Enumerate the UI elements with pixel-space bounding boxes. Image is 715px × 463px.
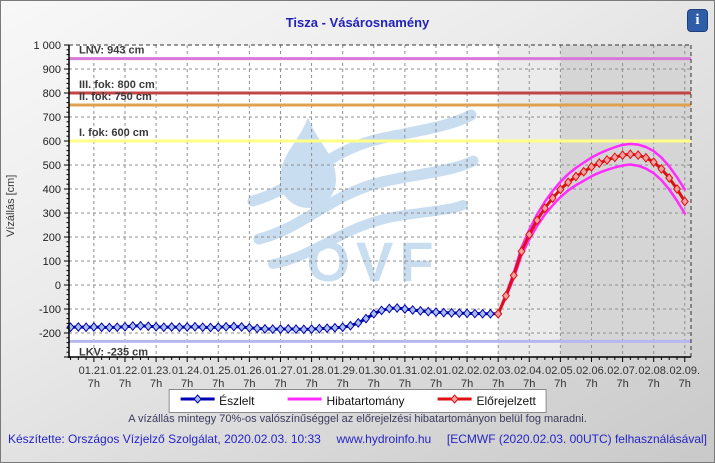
svg-text:7h: 7h [648, 378, 660, 390]
svg-text:7h: 7h [679, 378, 691, 390]
ref-line-label: II. fok: 750 cm [79, 91, 152, 103]
svg-text:-100: -100 [39, 304, 61, 316]
svg-text:01.26.: 01.26. [234, 365, 265, 377]
svg-text:02.04.: 02.04. [514, 365, 545, 377]
svg-text:7h: 7h [616, 378, 628, 390]
x-tick-labels: 01.21.7h01.22.7h01.23.7h01.24.7h01.25.7h… [79, 365, 700, 390]
legend-label: Észlelt [219, 394, 255, 408]
svg-text:600: 600 [43, 136, 61, 148]
svg-text:7h: 7h [585, 378, 597, 390]
svg-text:01.24.: 01.24. [172, 365, 203, 377]
info-icon[interactable]: i [687, 9, 708, 32]
y-axis-title: Vízállás [cm] [5, 174, 17, 238]
footer-credit: Készítette: Országos Vízjelző Szolgálat,… [8, 432, 321, 446]
legend-label: Előrejelzett [476, 394, 536, 408]
footer-site-link: www.hydroinfo.hu [336, 432, 432, 446]
svg-text:200: 200 [43, 232, 61, 244]
svg-text:02.03.: 02.03. [483, 365, 514, 377]
svg-text:100: 100 [43, 256, 61, 268]
errorband-line-sample-icon [286, 392, 322, 410]
svg-text:700: 700 [43, 112, 61, 124]
svg-text:02.08.: 02.08. [638, 365, 669, 377]
legend-item-observed: Észlelt [179, 392, 254, 410]
series-észlelt [66, 303, 503, 335]
page-title: Tisza - Vásárosnamény [285, 15, 430, 30]
svg-text:01.21.: 01.21. [79, 365, 110, 377]
svg-text:7h: 7h [150, 378, 162, 390]
svg-text:7h: 7h [212, 378, 224, 390]
footer-model-info: [ECMWF (2020.02.03. 00UTC) felhasználásá… [446, 432, 707, 446]
svg-text:01.30.: 01.30. [358, 365, 389, 377]
svg-text:800: 800 [43, 88, 61, 100]
svg-text:7h: 7h [305, 378, 317, 390]
svg-text:01.27.: 01.27. [265, 365, 296, 377]
svg-text:7h: 7h [88, 378, 100, 390]
ref-line-label: III. fok: 800 cm [79, 79, 155, 91]
svg-text:7h: 7h [181, 378, 193, 390]
svg-text:7h: 7h [430, 378, 442, 390]
svg-text:01.22.: 01.22. [110, 365, 141, 377]
svg-text:500: 500 [43, 160, 61, 172]
svg-text:01.25.: 01.25. [203, 365, 234, 377]
svg-text:7h: 7h [243, 378, 255, 390]
svg-text:02.06.: 02.06. [576, 365, 607, 377]
y-tick-labels: 1 0009008007006005004003002001000-100-20… [33, 40, 61, 340]
legend-item-forecast: Előrejelzett [437, 392, 536, 410]
ref-line-label: I. fok: 600 cm [79, 127, 149, 139]
region-forecast-far [560, 45, 691, 357]
legend-label: Hibatartomány [326, 394, 405, 408]
svg-text:0: 0 [55, 280, 61, 292]
svg-text:400: 400 [43, 184, 61, 196]
svg-text:7h: 7h [461, 378, 473, 390]
svg-text:7h: 7h [119, 378, 131, 390]
svg-text:01.29.: 01.29. [327, 365, 358, 377]
svg-text:01.28.: 01.28. [296, 365, 327, 377]
svg-text:900: 900 [43, 64, 61, 76]
svg-text:02.09.: 02.09. [669, 365, 700, 377]
svg-text:7h: 7h [523, 378, 535, 390]
forecast-line-sample-icon [437, 392, 473, 410]
svg-text:-200: -200 [39, 328, 61, 340]
svg-text:02.02.: 02.02. [452, 365, 483, 377]
svg-text:7h: 7h [492, 378, 504, 390]
svg-text:02.01.: 02.01. [421, 365, 452, 377]
axes [64, 44, 692, 362]
svg-text:7h: 7h [337, 378, 349, 390]
svg-text:1 000: 1 000 [33, 40, 61, 52]
svg-text:01.23.: 01.23. [141, 365, 172, 377]
svg-text:300: 300 [43, 208, 61, 220]
probability-note: A vízállás mintegy 70%-os valószínűségge… [128, 413, 587, 425]
ref-line-label: LKV: -235 cm [79, 346, 148, 358]
svg-text:02.07.: 02.07. [607, 365, 638, 377]
legend-item-errorband: Hibatartomány [286, 392, 405, 410]
chart-legend: Észlelt Hibatartomány Előrejelzett [168, 389, 547, 413]
svg-text:02.05.: 02.05. [545, 365, 576, 377]
observed-line-sample-icon [179, 392, 215, 410]
svg-text:7h: 7h [399, 378, 411, 390]
svg-text:7h: 7h [274, 378, 286, 390]
footer: Készítette: Országos Vízjelző Szolgálat,… [8, 432, 707, 446]
svg-text:7h: 7h [554, 378, 566, 390]
svg-text:7h: 7h [368, 378, 380, 390]
svg-text:01.31.: 01.31. [390, 365, 421, 377]
ref-line-label: LNV: 943 cm [79, 45, 145, 57]
series-előrejelzett [494, 149, 689, 319]
